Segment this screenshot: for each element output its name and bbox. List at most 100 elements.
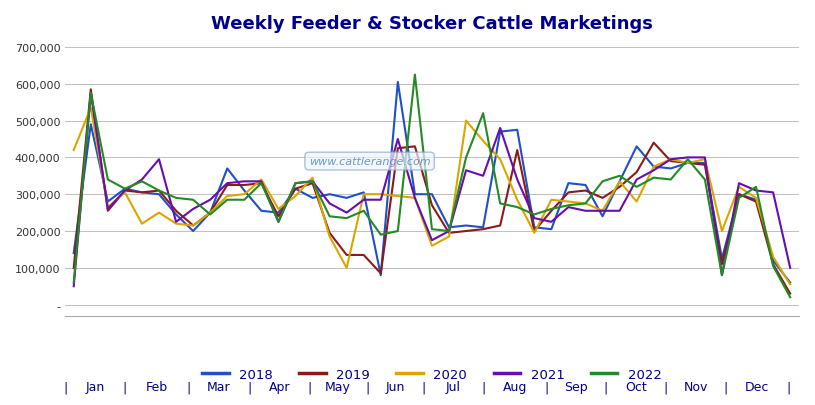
2021 — [154, 158, 164, 162]
2022 — [632, 185, 641, 190]
2019 — [137, 190, 147, 195]
2020 — [341, 266, 351, 271]
2021 — [513, 178, 522, 183]
2022 — [461, 156, 471, 160]
2018 — [769, 258, 778, 263]
2018 — [103, 200, 112, 205]
2018 — [734, 192, 744, 197]
2019 — [427, 203, 437, 208]
2019 — [171, 209, 181, 214]
2022 — [154, 189, 164, 194]
2021 — [359, 198, 368, 202]
Line: 2018: 2018 — [73, 83, 791, 283]
2020 — [786, 282, 795, 287]
2021 — [120, 189, 130, 194]
2022 — [478, 111, 488, 116]
2020 — [496, 158, 505, 162]
2022 — [717, 273, 727, 278]
2019 — [734, 192, 744, 197]
2020 — [274, 207, 284, 212]
2020 — [68, 148, 78, 153]
2020 — [530, 231, 540, 236]
Text: |: | — [247, 380, 252, 393]
2018 — [291, 187, 301, 192]
2021 — [444, 229, 454, 234]
2019 — [205, 211, 215, 215]
2022 — [103, 178, 112, 183]
2018 — [427, 192, 437, 197]
2022 — [359, 209, 368, 214]
2019 — [632, 170, 641, 175]
2022 — [291, 181, 301, 186]
2018 — [751, 198, 761, 202]
Text: Jan: Jan — [86, 380, 104, 393]
2020 — [649, 165, 659, 170]
2021 — [324, 201, 334, 206]
2018 — [376, 273, 385, 278]
2020 — [137, 222, 147, 226]
2021 — [341, 211, 351, 215]
2019 — [274, 214, 284, 219]
2022 — [769, 264, 778, 269]
2019 — [291, 187, 301, 192]
2021 — [751, 189, 761, 194]
2022 — [222, 198, 232, 202]
2022 — [120, 187, 130, 192]
2021 — [478, 174, 488, 179]
2018 — [188, 229, 198, 234]
2020 — [240, 192, 249, 197]
2022 — [393, 229, 403, 234]
2020 — [257, 178, 267, 183]
2020 — [307, 176, 317, 181]
2021 — [597, 209, 607, 214]
2020 — [222, 194, 232, 199]
Title: Weekly Feeder & Stocker Cattle Marketings: Weekly Feeder & Stocker Cattle Marketing… — [211, 15, 653, 33]
2020 — [769, 255, 778, 260]
2019 — [563, 190, 573, 195]
2019 — [222, 183, 232, 188]
Text: |: | — [63, 380, 68, 393]
2021 — [103, 207, 112, 212]
2018 — [86, 123, 95, 128]
2019 — [444, 231, 454, 236]
Text: Sep: Sep — [564, 380, 588, 393]
2018 — [137, 190, 147, 195]
2018 — [393, 80, 403, 85]
2020 — [734, 185, 744, 190]
2019 — [580, 189, 590, 194]
Text: Mar: Mar — [207, 380, 231, 393]
2020 — [717, 229, 727, 234]
2021 — [496, 126, 505, 131]
Text: Oct: Oct — [625, 380, 646, 393]
2022 — [563, 203, 573, 208]
2021 — [257, 179, 267, 184]
2018 — [717, 256, 727, 261]
2019 — [615, 185, 624, 190]
2021 — [632, 178, 641, 183]
2019 — [496, 224, 505, 228]
2020 — [86, 106, 95, 111]
2020 — [751, 196, 761, 201]
Text: May: May — [325, 380, 351, 393]
Text: |: | — [365, 380, 369, 393]
2022 — [786, 295, 795, 300]
2020 — [666, 158, 676, 162]
2018 — [359, 190, 368, 195]
2019 — [547, 209, 557, 214]
2020 — [393, 194, 403, 199]
2020 — [580, 201, 590, 206]
2018 — [547, 227, 557, 232]
2018 — [461, 224, 471, 228]
2021 — [68, 284, 78, 289]
2022 — [427, 227, 437, 232]
2021 — [547, 220, 557, 225]
2020 — [427, 244, 437, 249]
2018 — [274, 211, 284, 215]
2018 — [171, 213, 181, 217]
2019 — [597, 196, 607, 201]
2022 — [615, 174, 624, 179]
2019 — [188, 224, 198, 228]
2019 — [257, 181, 267, 186]
2020 — [154, 211, 164, 215]
2022 — [324, 214, 334, 219]
